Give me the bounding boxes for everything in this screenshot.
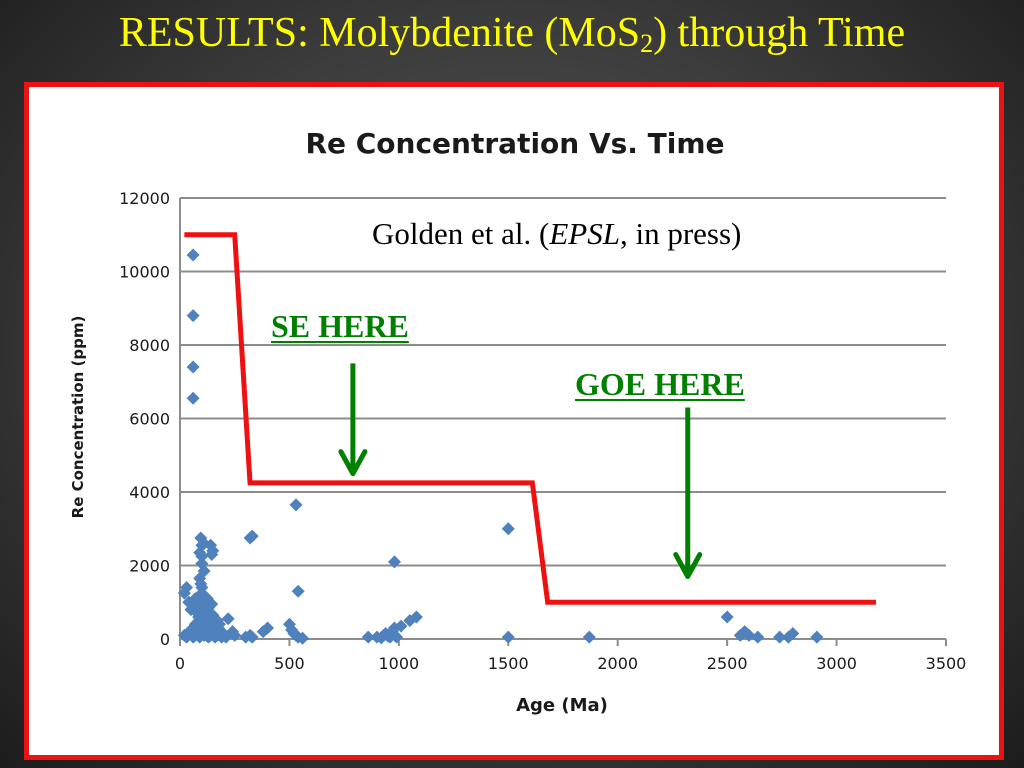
data-point [195, 549, 209, 563]
citation-text: Golden et al. (EPSL, in press) [372, 216, 741, 251]
y-tick-label: 12000 [119, 189, 170, 208]
data-point [296, 631, 310, 645]
x-tick-label: 500 [274, 654, 305, 673]
data-point [786, 626, 800, 640]
slide-title-subscript: 2 [640, 29, 654, 58]
y-tick-label: 6000 [129, 410, 170, 429]
scatter-chart: Re Concentration Vs. Time 0 2000 4000 6000 8… [69, 127, 966, 716]
data-points [177, 248, 824, 645]
data-point [205, 597, 219, 611]
data-point [394, 619, 408, 633]
data-point [751, 630, 765, 644]
data-point [221, 612, 235, 626]
data-point [720, 610, 734, 624]
se-arrow-head [338, 449, 368, 477]
data-point [289, 498, 303, 512]
slide-title: RESULTS: Molybdenite (MoS2) through Time [0, 10, 1024, 58]
y-tick-labels: 0 2000 4000 6000 8000 10000 12000 [119, 189, 170, 649]
y-tick-label: 2000 [129, 557, 170, 576]
y-tick-label: 4000 [129, 483, 170, 502]
x-tick-label: 3000 [816, 654, 857, 673]
step-trend-line [184, 232, 876, 605]
y-tick-label: 0 [160, 630, 170, 649]
annotation-overlay [184, 232, 876, 605]
chart-frame: Re Concentration Vs. Time 0 2000 4000 6000 8… [24, 82, 1004, 760]
y-tick-label: 8000 [129, 336, 170, 355]
data-point [742, 628, 756, 642]
x-tick-label: 2000 [597, 654, 638, 673]
data-point [245, 529, 259, 543]
data-point [409, 610, 423, 624]
y-tick-label: 10000 [119, 263, 170, 282]
data-point [390, 630, 404, 644]
gridlines [179, 197, 947, 646]
data-point [501, 522, 515, 536]
citation-post: , in press) [620, 216, 741, 251]
data-point [810, 630, 824, 644]
goe-arrow-head [673, 552, 703, 580]
x-tick-label: 1000 [378, 654, 419, 673]
x-tick-label: 2500 [707, 654, 748, 673]
data-point [186, 391, 200, 405]
data-point [501, 630, 515, 644]
x-tick-labels: 0 500 1000 1500 2000 2500 3000 3500 [175, 654, 966, 673]
data-point [361, 630, 375, 644]
data-point [387, 555, 401, 569]
y-axis-label: Re Concentration (ppm) [69, 316, 87, 519]
citation-journal: EPSL [548, 216, 620, 251]
data-point [205, 547, 219, 561]
data-point [261, 621, 275, 635]
data-point [186, 360, 200, 374]
data-point [186, 248, 200, 262]
data-point [186, 309, 200, 323]
slide-title-end: ) through Time [653, 10, 906, 56]
data-point [180, 581, 194, 595]
x-axis-label: Age (Ma) [516, 695, 608, 716]
x-tick-label: 0 [175, 654, 185, 673]
data-point [245, 630, 259, 644]
data-point [582, 630, 596, 644]
se-here-label: SE HERE [271, 308, 409, 344]
x-tick-label: 3500 [926, 654, 967, 673]
citation-pre: Golden et al. ( [372, 216, 549, 251]
slide-title-main: RESULTS: Molybdenite (MoS [118, 10, 641, 56]
goe-here-label: GOE HERE [575, 366, 745, 402]
data-point [291, 584, 305, 598]
x-tick-label: 1500 [488, 654, 529, 673]
data-point [228, 628, 242, 642]
data-point [773, 630, 787, 644]
chart-title: Re Concentration Vs. Time [305, 127, 724, 160]
